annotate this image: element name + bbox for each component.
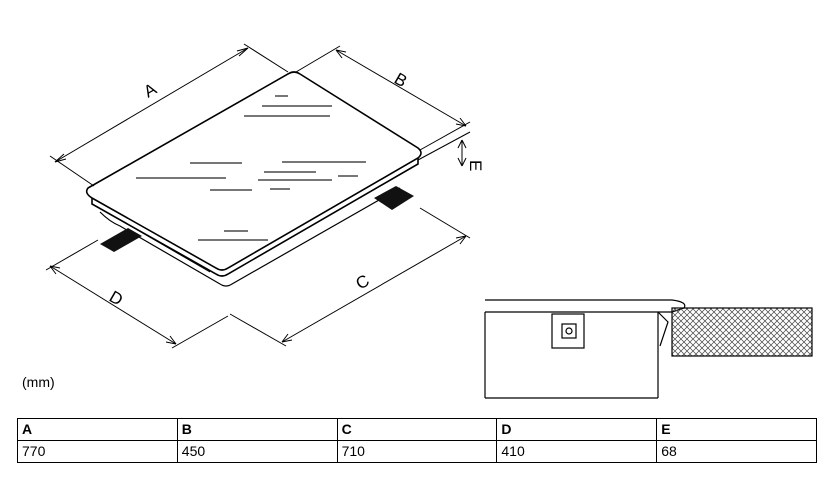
dimension-b	[295, 45, 471, 151]
dimension-d	[45, 239, 229, 349]
dimension-label-b: B	[391, 69, 410, 91]
dimension-label-c: C	[353, 271, 373, 294]
table-cell-a: 770	[17, 440, 178, 463]
dimension-e	[417, 131, 471, 167]
table-row: 770 450 710 410 68	[17, 440, 817, 463]
dimension-label-d: D	[106, 287, 126, 310]
table-header-d: D	[496, 418, 658, 441]
worktop-hatched	[671, 307, 813, 357]
hob-glass-top	[85, 71, 422, 287]
table-header-row: A B C D E	[17, 418, 817, 441]
table-cell-c: 710	[336, 440, 498, 463]
installation-cross-section	[484, 299, 813, 399]
table-cell-d: 410	[496, 440, 658, 463]
hob-dimension-diagram: A B E C D	[45, 43, 813, 399]
dimension-a	[49, 43, 289, 187]
dimension-c	[229, 207, 471, 347]
table-cell-b: 450	[176, 440, 338, 463]
table-header-a: A	[17, 418, 178, 441]
mounting-clips	[100, 186, 414, 252]
table-header-e: E	[656, 418, 817, 441]
table-header-c: C	[336, 418, 498, 441]
dimension-label-a: A	[141, 79, 161, 101]
dimensions-table: A B C D E 770 450 710 410 68	[17, 418, 817, 463]
dimension-label-e: E	[466, 160, 485, 171]
table-cell-e: 68	[656, 440, 817, 463]
unit-label: (mm)	[22, 374, 55, 390]
table-header-b: B	[176, 418, 338, 441]
cooking-zone-marks	[136, 95, 366, 241]
